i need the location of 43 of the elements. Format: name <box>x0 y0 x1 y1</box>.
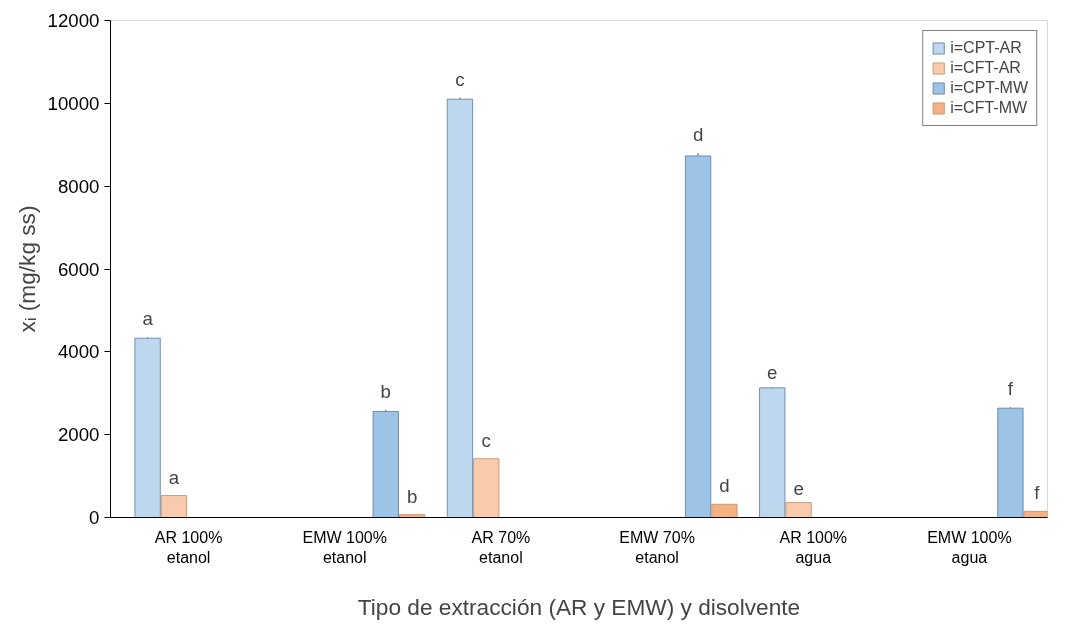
data-label: a <box>142 308 154 330</box>
x-tick-label: AR 100% agua <box>779 528 848 566</box>
data-label: a <box>168 466 180 488</box>
y-tick-label: 12000 <box>47 10 100 31</box>
y-axis-title: xᵢ (mg/kg ss) <box>13 205 40 333</box>
y-tick-label: 10000 <box>47 92 100 114</box>
data-label: c <box>481 429 491 451</box>
data-label: e <box>793 477 804 499</box>
bar <box>399 514 426 518</box>
data-label: d <box>719 475 730 497</box>
data-label: f <box>1034 482 1041 504</box>
bar <box>1023 510 1048 518</box>
bar <box>684 155 712 518</box>
data-label: f <box>1007 378 1014 400</box>
bar <box>997 407 1024 518</box>
x-tick-label: EMW 100% agua <box>927 528 1012 566</box>
bar <box>446 98 474 518</box>
bar <box>372 411 399 518</box>
legend-label: i=CPT-AR <box>950 39 1022 57</box>
data-label: b <box>380 380 391 402</box>
bar <box>160 495 188 518</box>
y-tick-label: 0 <box>89 507 100 528</box>
legend-label: i=CPT-MW <box>950 79 1028 97</box>
y-tick-label: 4000 <box>58 341 100 363</box>
bar <box>759 387 786 518</box>
bar <box>473 458 500 518</box>
y-tick-label: 6000 <box>58 258 100 280</box>
y-tick-label: 2000 <box>58 424 100 446</box>
bar <box>134 337 161 518</box>
x-tick-label: EMW 70% etanol <box>619 528 695 566</box>
x-tick-label: EMW 100% etanol <box>302 528 387 566</box>
data-label: e <box>767 362 778 384</box>
data-label: b <box>406 485 418 507</box>
data-label: c <box>455 68 465 90</box>
y-tick-label: 8000 <box>58 175 100 197</box>
x-tick-label: AR 70% etanol <box>471 528 531 566</box>
legend-label: i=CFT-MW <box>950 99 1028 117</box>
bar <box>785 502 812 518</box>
data-label: d <box>692 124 704 146</box>
bar <box>711 503 738 518</box>
x-tick-label: AR 100% etanol <box>154 528 223 566</box>
legend-label: i=CFT-AR <box>950 59 1021 77</box>
x-axis-title: Tipo de extracción (AR y EMW) y disolvente <box>357 593 801 620</box>
